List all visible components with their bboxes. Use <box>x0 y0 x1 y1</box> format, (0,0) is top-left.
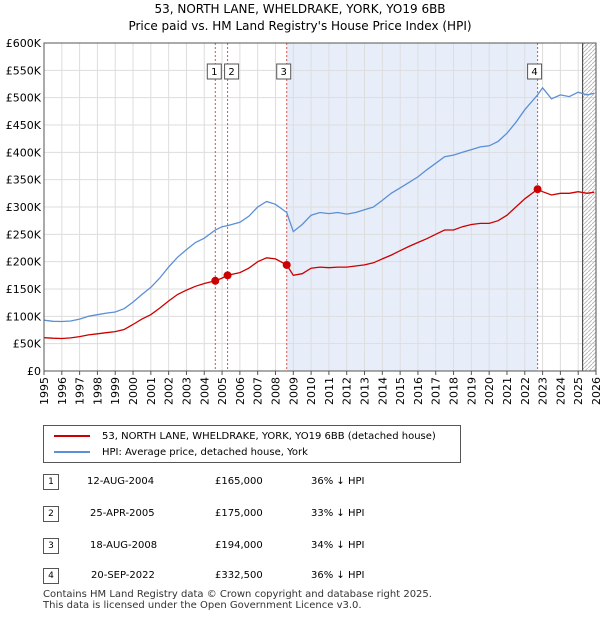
sale-date: 25-APR-2005 <box>90 508 155 519</box>
footer-line2: This data is licensed under the Open Gov… <box>43 600 362 611</box>
sale-number-box <box>224 63 240 80</box>
table-row: 1 12-AUG-2004 £165,000 36% ↓ HPI <box>43 474 443 492</box>
x-tick-label: 2019 <box>465 377 478 405</box>
x-tick-label: 2002 <box>163 377 176 405</box>
sale-number-box <box>527 63 543 80</box>
footer-line1: Contains HM Land Registry data © Crown c… <box>43 589 432 600</box>
sale-number-badge: 2 <box>43 506 59 522</box>
y-tick-label: £200K <box>6 256 42 269</box>
chart-title-line2: Price paid vs. HM Land Registry's House … <box>128 19 471 33</box>
x-tick-label: 2015 <box>394 377 407 405</box>
sale-price: £165,000 <box>215 476 263 487</box>
x-tick-label: 2025 <box>572 377 585 405</box>
legend-item-hpi: HPI: Average price, detached house, York <box>54 445 308 459</box>
legend-swatch-hpi <box>54 451 90 453</box>
y-tick-label: £0 <box>27 365 41 378</box>
sale-hpi-diff: 33% ↓ HPI <box>311 508 365 519</box>
sale-number-label: 1 <box>211 67 217 78</box>
sale-point <box>282 260 291 269</box>
legend: 53, NORTH LANE, WHELDRAKE, YORK, YO19 6B… <box>43 425 461 463</box>
plot-frame <box>43 42 597 372</box>
sale-number-label: 2 <box>228 67 234 78</box>
sale-point <box>211 276 220 285</box>
legend-item-property: 53, NORTH LANE, WHELDRAKE, YORK, YO19 6B… <box>54 429 436 443</box>
y-tick-label: £50K <box>13 338 42 351</box>
hpi-line <box>43 86 595 323</box>
x-tick-label: 2022 <box>519 377 532 405</box>
sale-point <box>533 185 542 194</box>
x-tick-label: 1999 <box>109 377 122 405</box>
x-tick-label: 1995 <box>38 377 51 405</box>
y-tick-label: £150K <box>6 283 42 296</box>
sale-price: £332,500 <box>215 570 263 581</box>
x-tick-label: 2024 <box>554 377 567 405</box>
x-tick-label: 2004 <box>198 377 211 405</box>
x-tick-label: 2010 <box>305 377 318 405</box>
x-tick-label: 1998 <box>91 377 104 405</box>
x-tick-label: 2000 <box>127 377 140 405</box>
sale-hpi-diff: 34% ↓ HPI <box>311 540 365 551</box>
y-tick-label: £600K <box>6 37 42 50</box>
sale-price: £175,000 <box>215 508 263 519</box>
x-tick-label: 2021 <box>501 377 514 405</box>
table-row: 2 25-APR-2005 £175,000 33% ↓ HPI <box>43 506 443 524</box>
sale-number-badge: 4 <box>43 568 59 584</box>
sale-point <box>223 271 232 280</box>
x-tick-label: 2009 <box>287 377 300 405</box>
legend-swatch-property <box>54 435 90 437</box>
y-tick-label: £250K <box>6 228 42 241</box>
sale-number-box <box>206 63 222 80</box>
x-tick-label: 2017 <box>430 377 443 405</box>
sale-date: 20-SEP-2022 <box>91 570 155 581</box>
legend-label-property: 53, NORTH LANE, WHELDRAKE, YORK, YO19 6B… <box>102 430 436 442</box>
x-tick-label: 2016 <box>412 377 425 405</box>
y-tick-label: £500K <box>6 92 42 105</box>
x-tick-label: 2007 <box>252 377 265 405</box>
sale-number-label: 4 <box>531 67 537 78</box>
sale-date: 18-AUG-2008 <box>90 540 158 551</box>
x-tick-label: 2008 <box>269 377 282 405</box>
table-row: 3 18-AUG-2008 £194,000 34% ↓ HPI <box>43 538 443 556</box>
sale-date: 12-AUG-2004 <box>87 476 155 487</box>
x-tick-label: 2011 <box>323 377 336 405</box>
x-tick-label: 2012 <box>341 377 354 405</box>
future-hatched-region <box>582 43 596 371</box>
y-tick-label: £350K <box>6 174 42 187</box>
y-tick-label: £300K <box>6 201 42 214</box>
price-chart: 53, NORTH LANE, WHELDRAKE, YORK, YO19 6B… <box>6 2 600 405</box>
x-tick-label: 2020 <box>483 377 496 405</box>
sale-price: £194,000 <box>215 540 263 551</box>
x-tick-label: 2013 <box>359 377 372 405</box>
x-tick-label: 2026 <box>590 377 600 405</box>
x-tick-label: 1996 <box>56 377 69 405</box>
sale-hpi-diff: 36% ↓ HPI <box>311 570 365 581</box>
legend-label-hpi: HPI: Average price, detached house, York <box>102 446 308 458</box>
x-tick-label: 2006 <box>234 377 247 405</box>
y-tick-label: £100K <box>6 310 42 323</box>
x-tick-label: 2014 <box>376 377 389 405</box>
sale-number-badge: 3 <box>43 538 59 554</box>
x-tick-label: 2001 <box>145 377 158 405</box>
sale-number-badge: 1 <box>43 474 59 490</box>
property-price-line <box>43 188 595 340</box>
x-tick-label: 2023 <box>537 377 550 405</box>
x-tick-label: 2005 <box>216 377 229 405</box>
table-row: 4 20-SEP-2022 £332,500 36% ↓ HPI <box>43 568 443 586</box>
sale-number-box <box>276 63 292 80</box>
y-tick-label: £450K <box>6 119 42 132</box>
y-tick-label: £550K <box>6 64 42 77</box>
footer: Contains HM Land Registry data © Crown c… <box>43 589 432 611</box>
sale-hpi-diff: 36% ↓ HPI <box>311 476 365 487</box>
sale-number-label: 3 <box>281 67 287 78</box>
x-tick-label: 1997 <box>74 377 87 405</box>
y-tick-label: £400K <box>6 146 42 159</box>
x-tick-label: 2018 <box>448 377 461 405</box>
x-tick-label: 2003 <box>180 377 193 405</box>
chart-title-line1: 53, NORTH LANE, WHELDRAKE, YORK, YO19 6B… <box>154 2 445 16</box>
